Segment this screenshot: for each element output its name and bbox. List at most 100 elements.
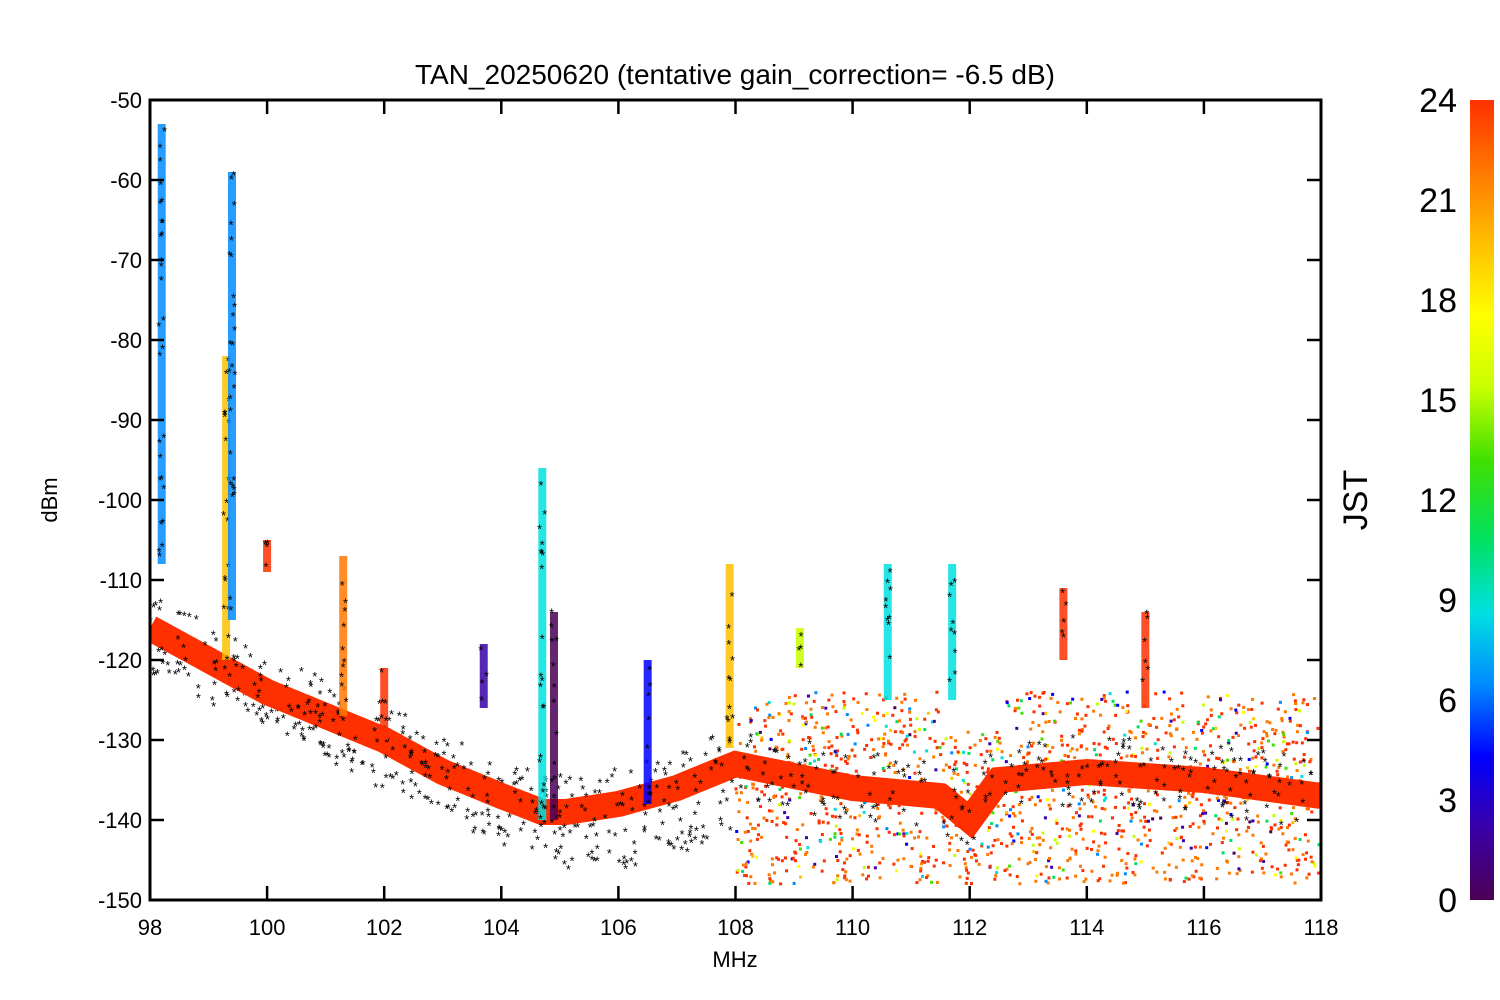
band-point <box>1295 856 1298 859</box>
band-point <box>877 737 880 740</box>
band-point <box>1173 745 1176 748</box>
band-point <box>815 721 818 724</box>
band-point <box>997 838 1000 841</box>
band-point <box>899 822 902 825</box>
baseline-point: * <box>370 760 375 775</box>
band-point <box>827 821 830 824</box>
band-point <box>828 740 831 743</box>
baseline-point: * <box>746 764 751 779</box>
baseline-point: * <box>719 759 724 774</box>
band-point <box>1262 845 1265 848</box>
band-point <box>1133 857 1136 860</box>
baseline-point: * <box>525 764 530 779</box>
baseline-point: * <box>1193 755 1198 770</box>
band-point <box>1275 729 1278 732</box>
band-point <box>901 743 904 746</box>
band-point <box>812 866 815 869</box>
spike-point: * <box>729 589 734 604</box>
band-point <box>1180 836 1183 839</box>
low-trace-point: * <box>556 847 561 862</box>
band-point <box>1050 697 1053 700</box>
band-point <box>1069 857 1072 860</box>
baseline-point: * <box>394 768 399 783</box>
band-point <box>900 709 903 712</box>
band-point <box>884 754 887 757</box>
band-point <box>1066 827 1069 830</box>
band-point <box>843 861 846 864</box>
band-point <box>1090 848 1093 851</box>
baseline-point: * <box>681 747 686 762</box>
baseline-point: * <box>1264 800 1269 815</box>
band-point <box>894 730 897 733</box>
band-point <box>799 792 802 795</box>
baseline-point: * <box>248 650 253 665</box>
band-point <box>1080 730 1083 733</box>
band-point <box>1064 754 1067 757</box>
band-point <box>913 730 916 733</box>
band-point <box>1066 702 1069 705</box>
baseline-point: * <box>337 728 342 743</box>
band-point <box>1103 730 1106 733</box>
spike-point: * <box>159 517 164 532</box>
band-point <box>764 725 767 728</box>
band-point <box>1035 851 1038 854</box>
spike-point: * <box>552 791 557 806</box>
spike-point: * <box>339 679 344 694</box>
band-point <box>1032 844 1035 847</box>
band-point <box>1038 696 1041 699</box>
band-point <box>1307 840 1310 843</box>
band-point <box>1044 816 1047 819</box>
colorbar-label: JST <box>1337 470 1375 530</box>
band-point <box>747 830 750 833</box>
spike-point: * <box>726 621 731 636</box>
baseline-point: * <box>667 757 672 772</box>
spike-point: * <box>552 680 557 695</box>
band-point <box>942 769 945 772</box>
band-point <box>981 733 984 736</box>
band-point <box>1001 750 1004 753</box>
band-point <box>1285 844 1288 847</box>
band-point <box>1155 871 1158 874</box>
band-point <box>1098 877 1101 880</box>
spike: **** <box>478 643 489 708</box>
spike: **** <box>263 536 271 574</box>
band-point <box>965 882 968 885</box>
band-point <box>1218 715 1221 718</box>
band-point <box>1084 878 1087 881</box>
spike: **************************** <box>156 124 167 564</box>
band-point <box>1071 747 1074 750</box>
band-point <box>957 751 960 754</box>
baseline-point: * <box>1160 743 1165 758</box>
band-point <box>1092 830 1095 833</box>
band-point <box>1134 755 1137 758</box>
band-point <box>1074 875 1077 878</box>
band-point <box>1111 816 1114 819</box>
band-point <box>874 719 877 722</box>
spike: ************ <box>724 564 735 751</box>
band-point <box>1205 846 1208 849</box>
spike: ************* <box>549 606 559 820</box>
baseline-point: * <box>455 793 460 808</box>
band-point <box>812 749 815 752</box>
baseline-point: * <box>814 762 819 777</box>
band-point <box>1272 814 1275 817</box>
band-point <box>967 752 970 755</box>
baseline-point: * <box>1218 742 1223 757</box>
baseline-point: * <box>637 781 642 796</box>
band-point <box>967 731 970 734</box>
band-point <box>1121 706 1124 709</box>
band-point <box>1046 798 1049 801</box>
band-point <box>1238 847 1241 850</box>
band-point <box>1270 826 1273 829</box>
band-point <box>1296 868 1299 871</box>
baseline-point: * <box>1100 758 1105 773</box>
baseline-point: * <box>588 820 593 835</box>
band-point <box>1179 846 1182 849</box>
band-point <box>1209 729 1212 732</box>
spike-point: * <box>1063 598 1068 613</box>
spike-point: * <box>162 124 167 139</box>
band-point <box>1116 832 1119 835</box>
band-point <box>995 871 998 874</box>
band-point <box>1267 739 1270 742</box>
baseline-point: * <box>278 665 283 680</box>
